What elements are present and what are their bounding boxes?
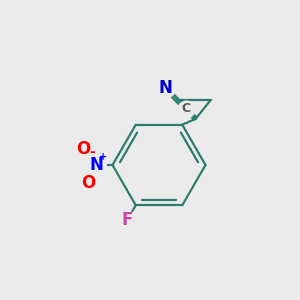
Text: N: N <box>89 156 103 174</box>
Text: N: N <box>158 79 172 97</box>
Text: C: C <box>181 102 190 116</box>
Text: -: - <box>89 146 95 159</box>
Text: O: O <box>76 140 91 158</box>
Text: O: O <box>81 174 96 192</box>
Text: F: F <box>122 211 133 229</box>
Text: +: + <box>99 152 108 163</box>
